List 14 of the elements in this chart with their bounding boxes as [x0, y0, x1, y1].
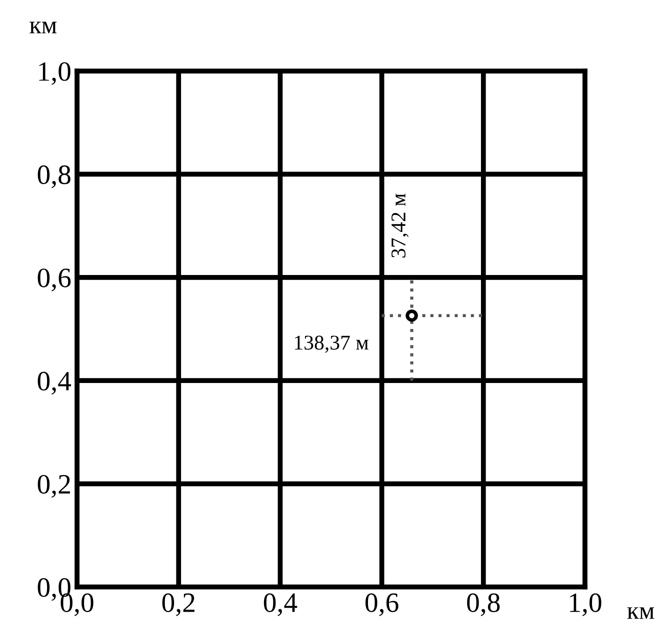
x-tick-label: 0,6: [366, 593, 398, 616]
y-tick-label: 0,2: [38, 474, 70, 498]
y-tick-label: 0,6: [38, 268, 71, 292]
y-tick-label: 1,0: [39, 62, 70, 85]
x-tick-label: 0,4: [264, 593, 298, 616]
x-tick-label: 0,2: [162, 593, 194, 616]
x-tick-label: 0,8: [467, 593, 500, 616]
annotation: 138,37 м: [294, 336, 368, 353]
y-tick-label: 0,4: [38, 372, 72, 395]
x-axis-title: км: [627, 607, 654, 619]
annotation: 37,42 м: [392, 194, 409, 258]
x-tick-label: 1,0: [570, 593, 602, 616]
y-tick-label: 0,8: [38, 165, 70, 188]
y-axis-title: км: [30, 22, 57, 34]
